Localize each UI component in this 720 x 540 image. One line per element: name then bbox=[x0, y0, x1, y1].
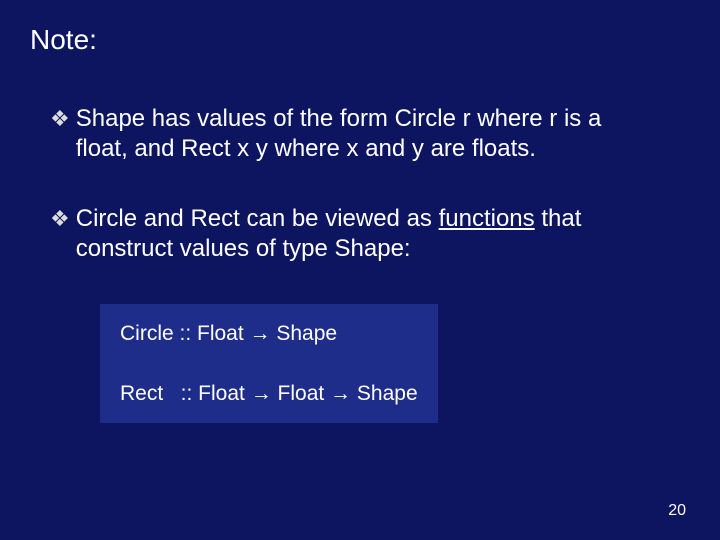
bullet-marker-icon: ❖ bbox=[50, 204, 70, 234]
code-block: Circle :: Float → Shape Rect :: Float → … bbox=[100, 304, 438, 423]
page-number: 20 bbox=[668, 502, 686, 520]
text-segment: Shape has values of the form Circle r wh… bbox=[76, 105, 602, 162]
text-segment-underlined: functions bbox=[439, 205, 535, 232]
bullet-text: Shape has values of the form Circle r wh… bbox=[76, 104, 650, 164]
code-line: Rect :: Float → Float → Shape bbox=[120, 378, 418, 410]
bullet-marker-icon: ❖ bbox=[50, 104, 70, 134]
text-segment: Circle and Rect can be viewed as bbox=[76, 205, 439, 232]
code-blank-line bbox=[120, 350, 418, 378]
bullet-item: ❖ Shape has values of the form Circle r … bbox=[50, 104, 690, 164]
code-line: Circle :: Float → Shape bbox=[120, 318, 418, 350]
bullet-item: ❖ Circle and Rect can be viewed as funct… bbox=[50, 204, 690, 264]
bullet-text: Circle and Rect can be viewed as functio… bbox=[76, 204, 650, 264]
slide-title: Note: bbox=[30, 24, 690, 56]
code-block-container: Circle :: Float → Shape Rect :: Float → … bbox=[100, 304, 690, 423]
slide: Note: ❖ Shape has values of the form Cir… bbox=[0, 0, 720, 540]
bullet-list: ❖ Shape has values of the form Circle r … bbox=[30, 104, 690, 264]
